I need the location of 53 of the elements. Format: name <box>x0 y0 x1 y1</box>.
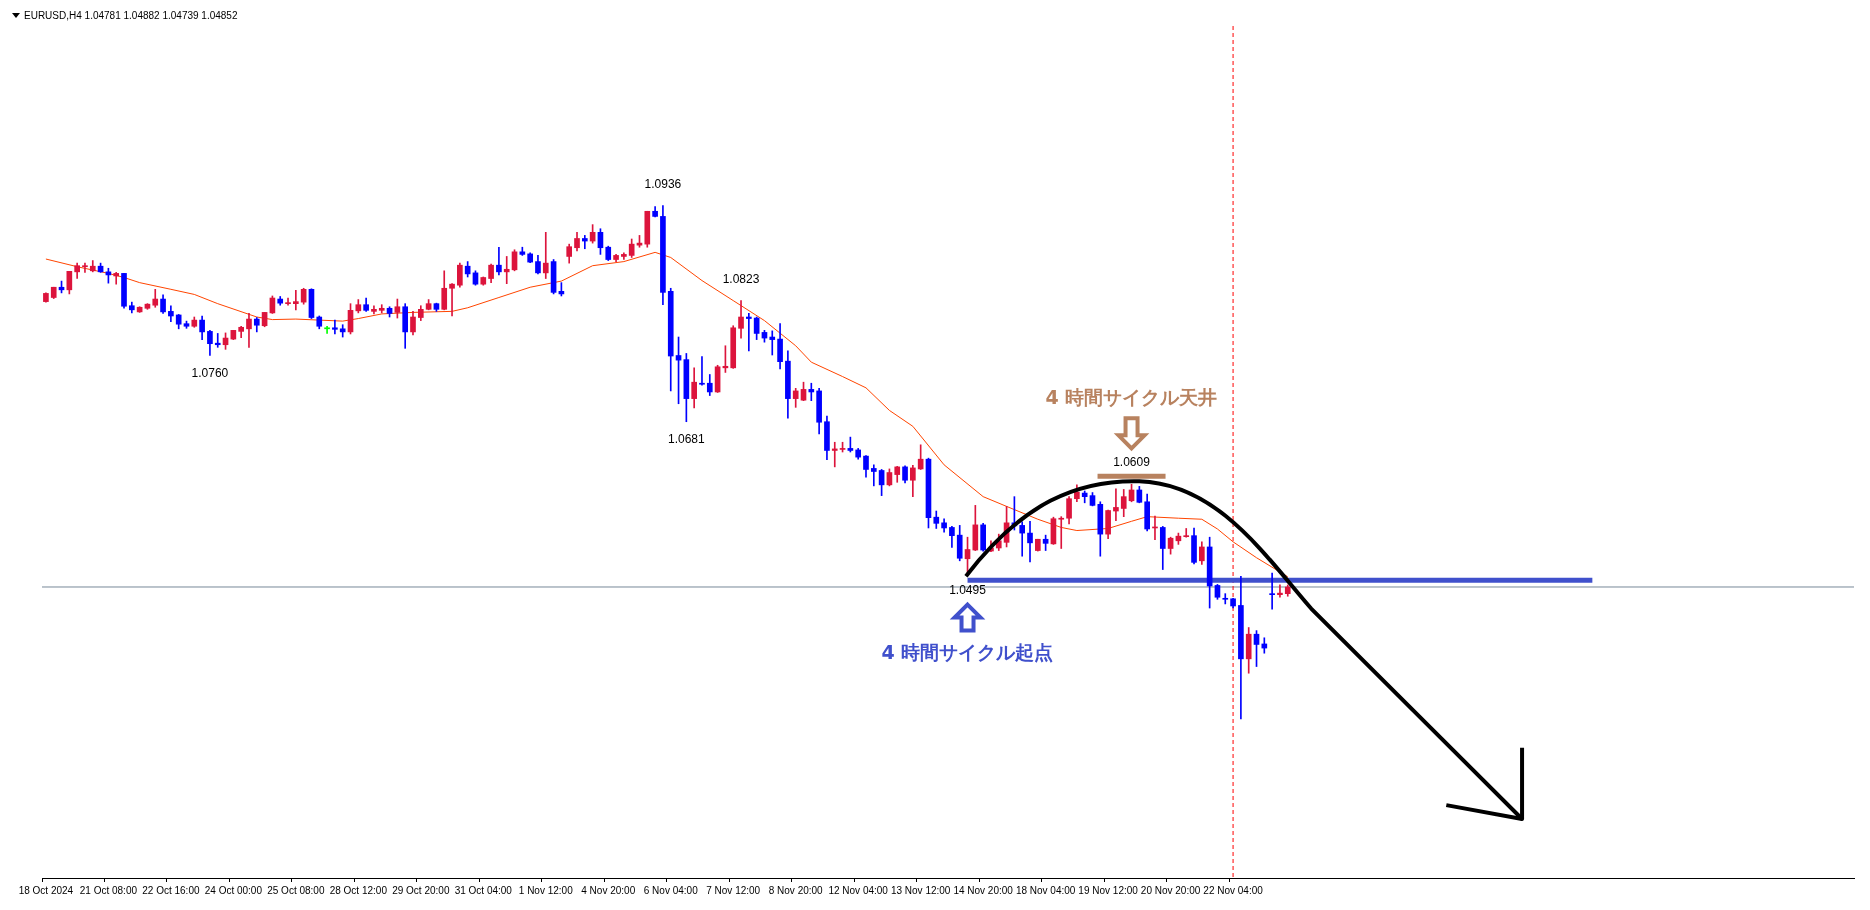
candlestick <box>870 464 877 487</box>
candlestick <box>449 283 455 317</box>
candlestick <box>324 325 330 334</box>
candlestick <box>1113 488 1119 522</box>
candlestick <box>1269 572 1275 610</box>
candlestick <box>699 356 705 386</box>
candlestick <box>1183 528 1190 538</box>
x-tick-label: 8 Nov 20:00 <box>768 884 824 896</box>
candlestick <box>831 441 838 468</box>
annotation: 4 時間サイクル天井 <box>1045 386 1218 409</box>
x-tick-label: 19 Nov 12:00 <box>1078 884 1139 896</box>
annotation: 1.0936 <box>644 176 682 191</box>
candlestick <box>332 319 338 335</box>
annotation: 1.0609 <box>1113 455 1151 470</box>
annotation: 4 時間サイクル起点 <box>881 640 1054 663</box>
x-tick-label: 18 Nov 04:00 <box>1015 884 1076 896</box>
candlestick <box>1019 521 1026 557</box>
candlestick <box>746 313 752 352</box>
candlestick <box>1277 584 1283 598</box>
x-tick-label: 22 Nov 04:00 <box>1203 884 1264 896</box>
x-tick-label: 7 Nov 12:00 <box>706 884 761 896</box>
annotation: 1.0823 <box>722 271 760 286</box>
x-tick-label: 1 Nov 12:00 <box>518 884 574 896</box>
x-tick-label: 13 Nov 12:00 <box>890 884 951 896</box>
candlestick <box>293 290 299 311</box>
x-tick-label: 20 Nov 20:00 <box>1140 884 1201 896</box>
annotation: 1.0681 <box>668 431 706 446</box>
x-tick-label: 31 Oct 04:00 <box>454 884 513 896</box>
candlestick <box>1222 593 1229 605</box>
x-tick-label: 14 Nov 20:00 <box>953 884 1014 896</box>
candlestick <box>285 297 291 306</box>
candlestick <box>214 333 221 348</box>
x-tick-label: 4 Nov 20:00 <box>581 884 636 896</box>
candlestick <box>542 232 549 279</box>
x-tick-label: 18 Oct 2024 <box>18 884 74 896</box>
x-tick-label: 24 Oct 00:00 <box>204 884 263 896</box>
candlestick <box>581 235 588 250</box>
candlestick <box>769 330 776 356</box>
chart-title: EURUSD,H4 1.04781 1.04882 1.04739 1.04852 <box>24 10 238 21</box>
x-tick-label: 29 Oct 20:00 <box>392 884 450 896</box>
x-tick-label: 25 Oct 08:00 <box>267 884 325 896</box>
candlestick <box>1027 520 1033 563</box>
candlestick <box>82 262 88 273</box>
annotation: 1.0760 <box>191 365 229 380</box>
x-tick-label: 12 Nov 04:00 <box>828 884 889 896</box>
candlestick <box>808 382 815 402</box>
x-tick-label: 28 Oct 12:00 <box>329 884 388 896</box>
x-tick-label: 6 Nov 04:00 <box>643 884 699 896</box>
candlestick <box>503 256 510 284</box>
x-tick-label: 22 Oct 16:00 <box>142 884 200 896</box>
candlestick <box>1058 516 1065 549</box>
x-tick-label: 21 Oct 08:00 <box>79 884 138 896</box>
annotation: 1.0495 <box>949 582 987 597</box>
